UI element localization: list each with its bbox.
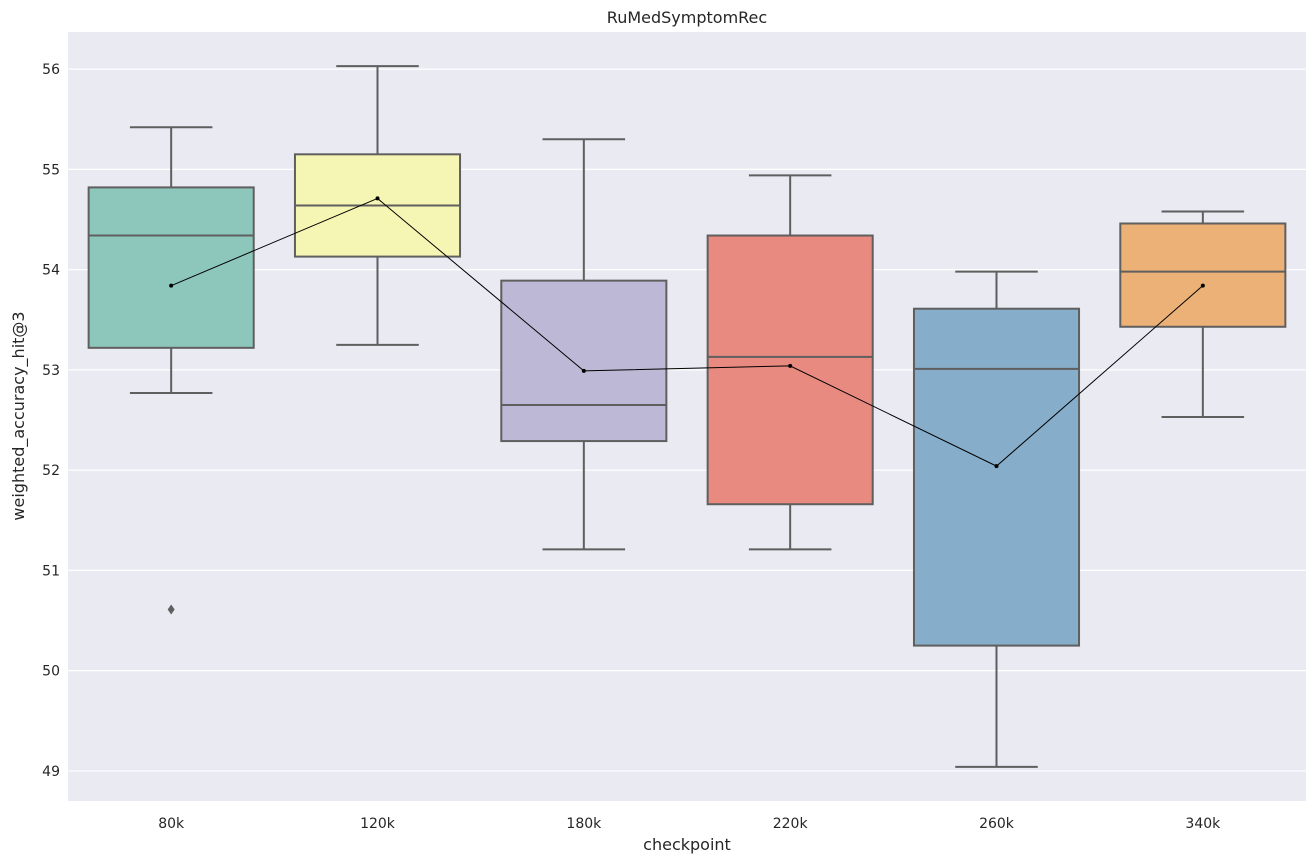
y-tick-label-55: 55 [42, 162, 60, 178]
y-gridlines [68, 68, 1306, 772]
box-rect-220k [706, 234, 874, 506]
x-axis-label: checkpoint [643, 835, 731, 854]
y-tick-label-53: 53 [42, 363, 60, 379]
x-tick-labels: 80k 120k 180k 220k 260k 340k [158, 816, 1221, 832]
mean-point-180k [581, 368, 586, 373]
x-tick-label-180k: 180k [566, 816, 602, 832]
mean-point-260k [994, 464, 999, 469]
x-tick-label-260k: 260k [979, 816, 1015, 832]
y-tick-labels: 49 50 51 52 53 54 55 56 [42, 62, 60, 780]
x-tick-label-120k: 120k [360, 816, 396, 832]
chart-title: RuMedSymptomRec [607, 8, 767, 27]
y-tick-label-56: 56 [42, 62, 60, 78]
mean-point-80k [169, 283, 174, 288]
mean-line [169, 196, 1205, 469]
x-tick-label-80k: 80k [158, 816, 185, 832]
mean-polyline [170, 197, 1204, 467]
box-rect-340k [1119, 222, 1287, 328]
y-tick-label-52: 52 [42, 463, 60, 479]
plot-background [68, 32, 1306, 801]
box-series [87, 65, 1287, 768]
y-tick-label-50: 50 [42, 664, 60, 680]
mean-point-220k [788, 363, 793, 368]
box-rect-80k [87, 186, 255, 349]
y-tick-label-54: 54 [42, 263, 60, 279]
y-axis-label: weighted_accuracy_hit@3 [9, 311, 29, 520]
mean-point-120k [375, 196, 380, 201]
y-tick-label-51: 51 [42, 563, 60, 579]
box-rect-260k [912, 307, 1081, 647]
outlier-80k-0 [167, 604, 175, 615]
x-tick-label-340k: 340k [1185, 816, 1221, 832]
box-80k [87, 126, 255, 615]
x-tick-label-220k: 220k [773, 816, 809, 832]
box-180k [500, 138, 668, 551]
box-340k [1119, 210, 1287, 419]
box-260k [912, 270, 1081, 768]
y-tick-label-49: 49 [42, 764, 60, 780]
box-120k [293, 65, 462, 346]
mean-point-340k [1200, 283, 1205, 288]
box-rect-180k [500, 279, 668, 443]
box-220k [706, 174, 874, 551]
